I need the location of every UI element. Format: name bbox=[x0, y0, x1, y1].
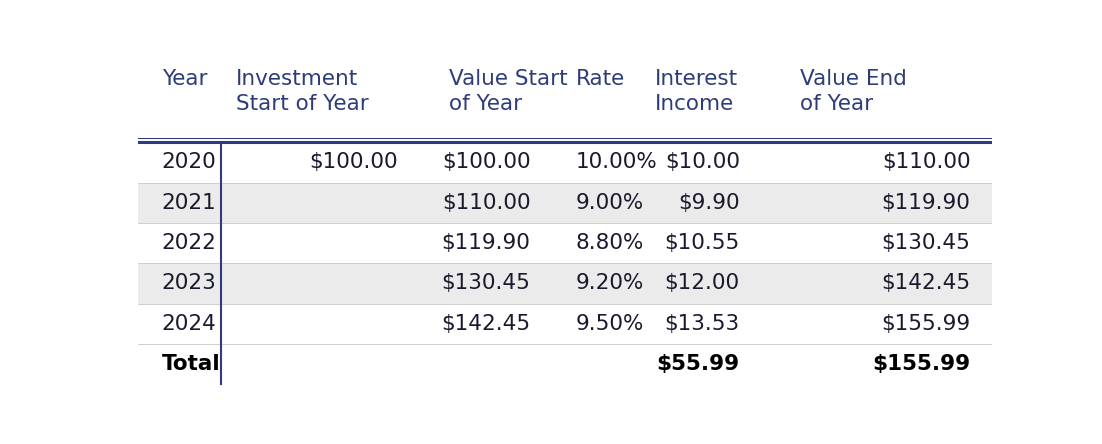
Text: $9.90: $9.90 bbox=[678, 193, 739, 213]
Text: $110.00: $110.00 bbox=[442, 193, 531, 213]
Text: $155.99: $155.99 bbox=[873, 354, 971, 374]
Text: Value End
of Year: Value End of Year bbox=[800, 69, 907, 114]
Text: $130.45: $130.45 bbox=[442, 274, 531, 293]
Text: 9.50%: 9.50% bbox=[576, 314, 645, 334]
Text: $12.00: $12.00 bbox=[665, 274, 739, 293]
Bar bbox=[138, 304, 992, 344]
Text: $13.53: $13.53 bbox=[665, 314, 739, 334]
Bar bbox=[138, 182, 992, 223]
Text: Value Start
of Year: Value Start of Year bbox=[450, 69, 569, 114]
Text: 2022: 2022 bbox=[162, 233, 216, 253]
Text: Rate: Rate bbox=[576, 69, 625, 89]
Bar bbox=[138, 344, 992, 384]
Text: 9.00%: 9.00% bbox=[576, 193, 645, 213]
Text: 2020: 2020 bbox=[162, 152, 216, 172]
Bar bbox=[138, 263, 992, 304]
Text: 2024: 2024 bbox=[162, 314, 216, 334]
Text: $110.00: $110.00 bbox=[882, 152, 971, 172]
Text: $130.45: $130.45 bbox=[882, 233, 971, 253]
Text: $10.00: $10.00 bbox=[665, 152, 739, 172]
Text: $10.55: $10.55 bbox=[665, 233, 739, 253]
Text: $100.00: $100.00 bbox=[442, 152, 531, 172]
Text: $119.90: $119.90 bbox=[442, 233, 531, 253]
Text: 10.00%: 10.00% bbox=[576, 152, 658, 172]
Text: $119.90: $119.90 bbox=[882, 193, 971, 213]
Bar bbox=[138, 142, 992, 182]
Text: 9.20%: 9.20% bbox=[576, 274, 645, 293]
Text: 2023: 2023 bbox=[162, 274, 216, 293]
Bar bbox=[138, 223, 992, 263]
Text: Interest
Income: Interest Income bbox=[655, 69, 737, 114]
Text: $100.00: $100.00 bbox=[310, 152, 398, 172]
Text: $142.45: $142.45 bbox=[442, 314, 531, 334]
Text: Investment
Start of Year: Investment Start of Year bbox=[236, 69, 369, 114]
Text: 8.80%: 8.80% bbox=[576, 233, 645, 253]
Text: $155.99: $155.99 bbox=[882, 314, 971, 334]
Bar bbox=[138, 62, 992, 142]
Text: Total: Total bbox=[162, 354, 220, 374]
Text: $55.99: $55.99 bbox=[657, 354, 739, 374]
Text: 2021: 2021 bbox=[162, 193, 216, 213]
Text: $142.45: $142.45 bbox=[882, 274, 971, 293]
Text: Year: Year bbox=[162, 69, 207, 89]
